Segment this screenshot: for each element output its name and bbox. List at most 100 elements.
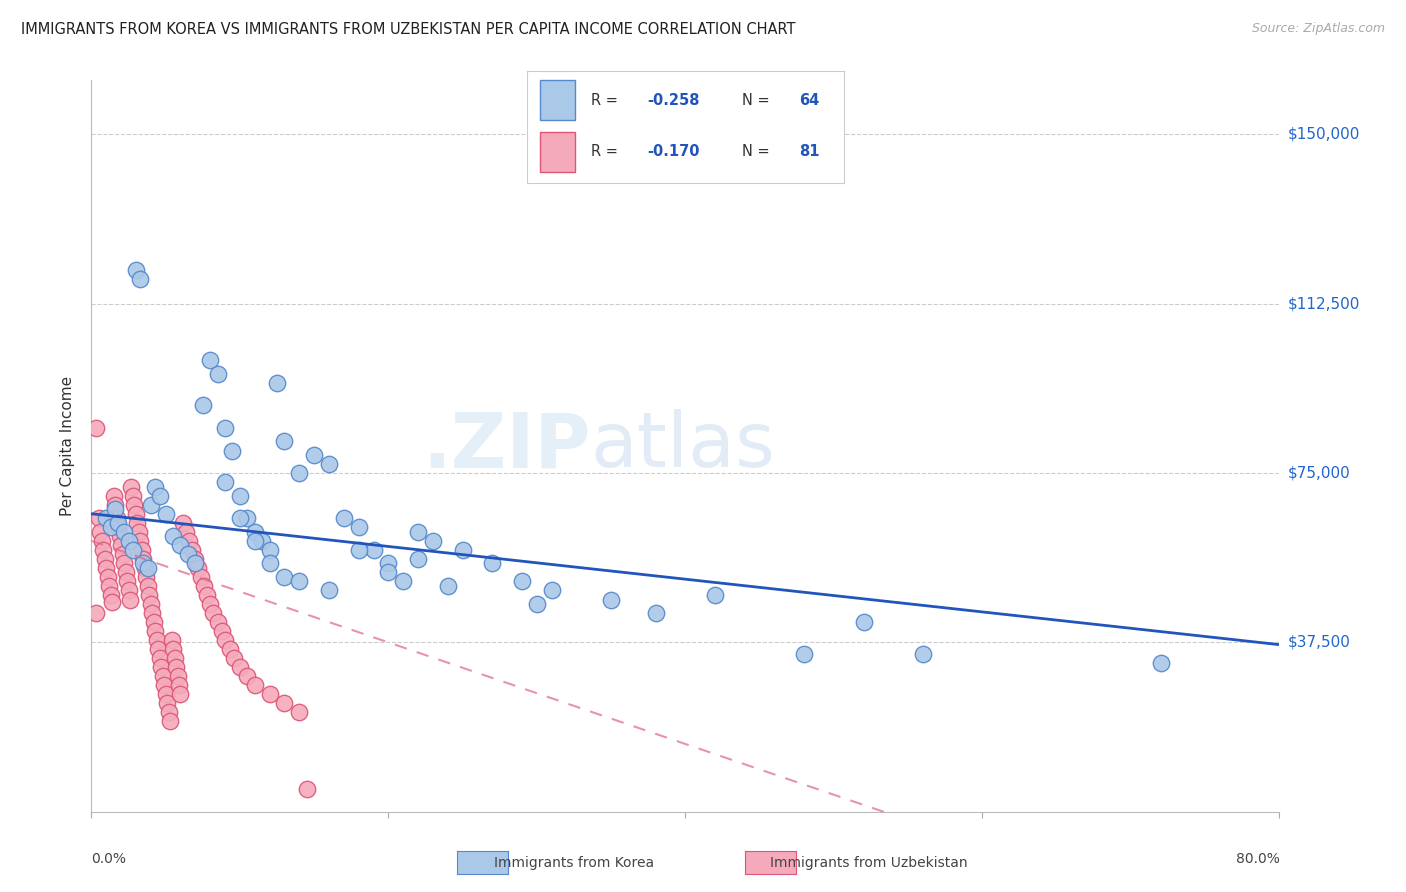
Text: .ZIP: .ZIP: [422, 409, 591, 483]
Point: [451, 542, 474, 557]
Point: [104, 502, 127, 516]
Point: [221, 443, 243, 458]
Point: [150, 660, 173, 674]
Point: [436, 579, 458, 593]
Point: [181, 542, 204, 557]
Point: [136, 561, 159, 575]
Point: [214, 633, 236, 648]
Point: [211, 624, 233, 639]
Text: 0.0%: 0.0%: [91, 852, 127, 866]
Point: [145, 633, 167, 648]
Point: [90, 533, 112, 548]
Point: [176, 524, 198, 539]
Text: 64: 64: [799, 93, 820, 108]
Point: [172, 516, 194, 530]
Point: [259, 542, 281, 557]
Point: [148, 642, 170, 657]
Point: [118, 592, 141, 607]
Point: [139, 498, 162, 512]
Text: 81: 81: [799, 145, 820, 159]
Point: [243, 533, 266, 548]
Text: $37,500: $37,500: [1288, 635, 1351, 650]
Point: [229, 511, 252, 525]
Point: [136, 579, 159, 593]
Point: [117, 533, 139, 548]
Point: [193, 579, 215, 593]
Point: [202, 606, 225, 620]
Point: [214, 421, 236, 435]
Point: [236, 669, 259, 683]
Point: [222, 651, 245, 665]
Point: [266, 376, 288, 390]
Point: [134, 561, 156, 575]
Point: [177, 547, 200, 561]
Point: [481, 557, 503, 571]
Point: [295, 782, 318, 797]
Point: [125, 507, 148, 521]
Point: [169, 687, 191, 701]
Point: [157, 706, 180, 720]
Point: [288, 574, 311, 589]
Text: N =: N =: [742, 145, 775, 159]
Point: [129, 272, 152, 286]
Point: [155, 687, 177, 701]
Point: [318, 457, 340, 471]
Point: [162, 529, 184, 543]
Point: [250, 533, 273, 548]
Point: [165, 660, 187, 674]
Point: [108, 529, 131, 543]
Point: [94, 552, 117, 566]
Point: [129, 533, 152, 548]
Point: [363, 542, 385, 557]
Point: [377, 557, 399, 571]
Point: [104, 498, 127, 512]
Point: [229, 660, 252, 674]
Text: $150,000: $150,000: [1288, 127, 1360, 142]
Point: [510, 574, 533, 589]
Point: [229, 489, 252, 503]
Text: atlas: atlas: [591, 409, 775, 483]
Point: [392, 574, 415, 589]
Point: [218, 642, 240, 657]
Point: [112, 524, 135, 539]
Text: R =: R =: [591, 93, 621, 108]
Point: [288, 706, 311, 720]
Point: [155, 507, 177, 521]
Point: [273, 570, 295, 584]
Point: [793, 647, 815, 661]
Point: [98, 579, 121, 593]
Point: [273, 434, 295, 449]
Point: [191, 398, 214, 412]
Point: [526, 597, 548, 611]
Point: [243, 524, 266, 539]
Text: 80.0%: 80.0%: [1236, 852, 1279, 866]
Point: [169, 538, 191, 552]
Point: [377, 566, 399, 580]
Point: [259, 557, 281, 571]
Point: [91, 542, 114, 557]
Point: [87, 511, 110, 525]
Point: [160, 633, 183, 648]
Point: [600, 592, 623, 607]
Point: [97, 570, 120, 584]
Point: [333, 511, 356, 525]
Text: -0.258: -0.258: [647, 93, 700, 108]
Point: [127, 516, 149, 530]
Point: [195, 588, 218, 602]
Point: [243, 678, 266, 692]
Point: [139, 597, 162, 611]
Text: R =: R =: [591, 145, 621, 159]
Point: [163, 651, 186, 665]
Point: [214, 475, 236, 489]
Point: [96, 561, 118, 575]
Text: Source: ZipAtlas.com: Source: ZipAtlas.com: [1251, 22, 1385, 36]
Text: Immigrants from Uzbekistan: Immigrants from Uzbekistan: [770, 855, 967, 870]
Point: [852, 615, 875, 629]
Bar: [540, 80, 575, 120]
Point: [236, 511, 259, 525]
Text: $75,000: $75,000: [1288, 466, 1351, 481]
Point: [100, 520, 122, 534]
Point: [302, 448, 325, 462]
Text: $112,500: $112,500: [1288, 296, 1360, 311]
Point: [141, 606, 163, 620]
